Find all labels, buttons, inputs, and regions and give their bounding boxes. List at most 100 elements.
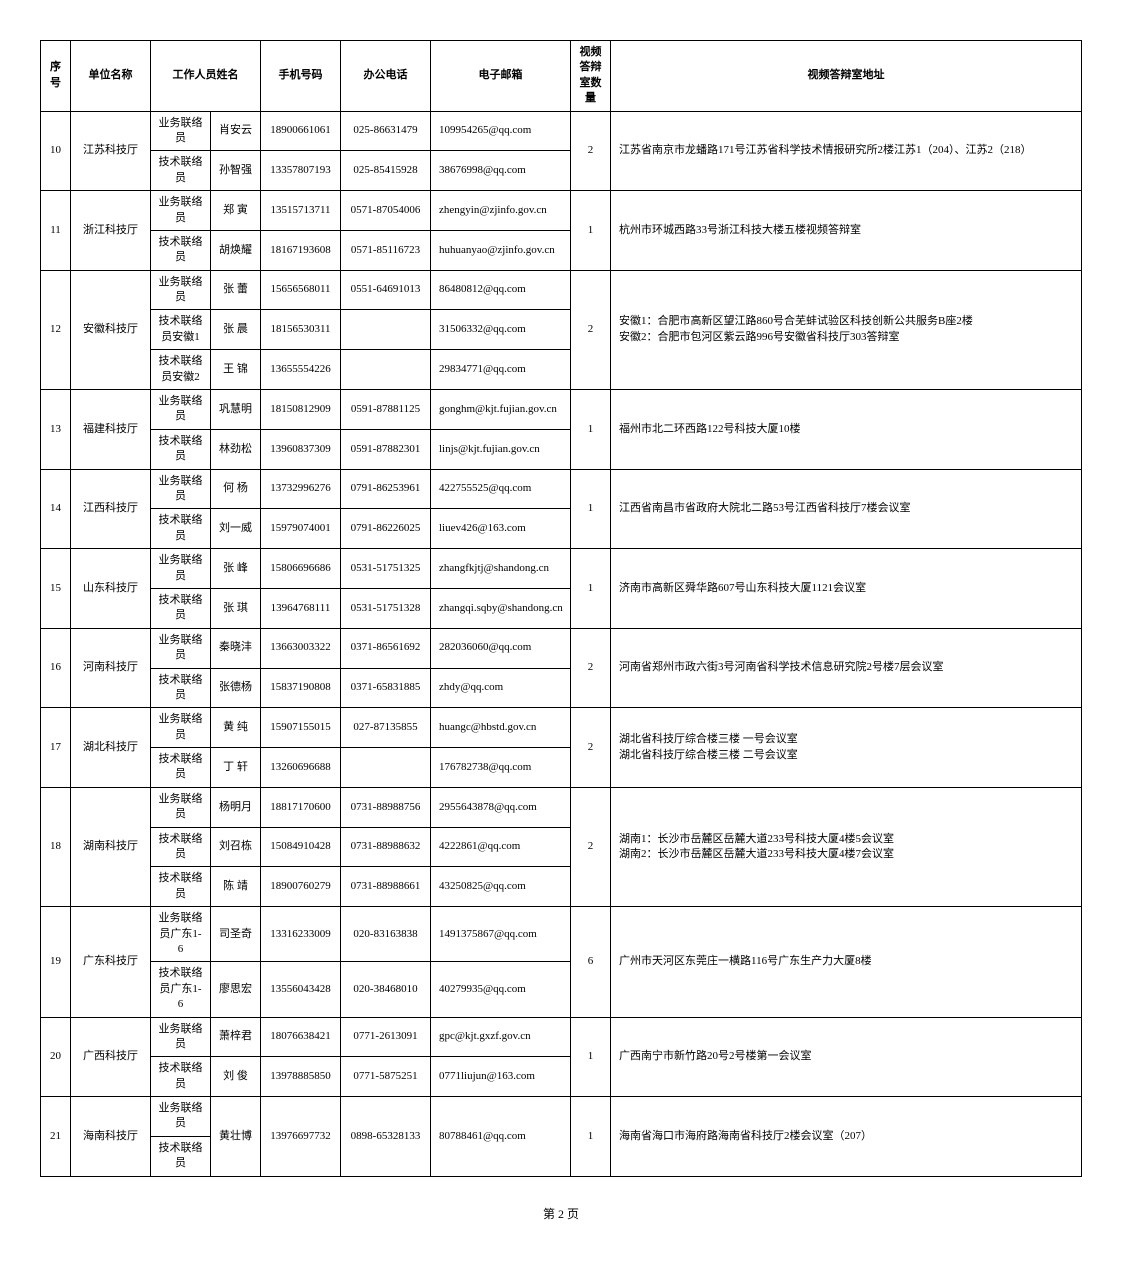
email-cell: 4222861@qq.com [431,827,571,867]
unit-cell: 湖南科技厅 [71,787,151,906]
addr-cell: 湖南1：长沙市岳麓区岳麓大道233号科技大厦4楼5会议室湖南2：长沙市岳麓区岳麓… [611,787,1082,906]
phone-cell: 13663003322 [261,628,341,668]
count-cell: 2 [571,787,611,906]
tel-cell: 0791-86226025 [341,509,431,549]
role-cell: 业务联络员 [151,708,211,748]
role-cell: 技术联络员 [151,1136,211,1176]
addr-cell: 广西南宁市新竹路20号2号楼第一会议室 [611,1017,1082,1097]
phone-cell: 13732996276 [261,469,341,509]
unit-cell: 湖北科技厅 [71,708,151,788]
name-cell: 刘一威 [211,509,261,549]
role-cell: 业务联络员 [151,787,211,827]
phone-cell: 18150812909 [261,390,341,430]
role-cell: 业务联络员 [151,270,211,310]
role-cell: 技术联络员 [151,588,211,628]
role-cell: 业务联络员 [151,390,211,430]
phone-cell: 13964768111 [261,588,341,628]
addr-cell: 杭州市环城西路33号浙江科技大楼五楼视频答辩室 [611,191,1082,271]
count-cell: 2 [571,270,611,389]
seq-cell: 10 [41,111,71,191]
table-row: 13福建科技厅业务联络员巩慧明181508129090591-87881125g… [41,390,1082,430]
role-cell: 技术联络员 [151,429,211,469]
unit-cell: 江苏科技厅 [71,111,151,191]
phone-cell: 15806696686 [261,549,341,589]
email-cell: liuev426@163.com [431,509,571,549]
addr-cell: 河南省郑州市政六街3号河南省科学技术信息研究院2号楼7层会议室 [611,628,1082,708]
addr-cell: 广州市天河区东莞庄一横路116号广东生产力大厦8楼 [611,907,1082,1017]
seq-cell: 20 [41,1017,71,1097]
name-cell: 张 蕾 [211,270,261,310]
role-cell: 技术联络员 [151,151,211,191]
tel-cell: 0551-64691013 [341,270,431,310]
tel-cell: 0571-87054006 [341,191,431,231]
role-cell: 技术联络员广东1-6 [151,962,211,1017]
name-cell: 黄 纯 [211,708,261,748]
phone-cell: 13976697732 [261,1097,341,1177]
count-cell: 2 [571,628,611,708]
tel-cell: 0591-87881125 [341,390,431,430]
seq-cell: 15 [41,549,71,629]
phone-cell: 15084910428 [261,827,341,867]
count-cell: 1 [571,1017,611,1097]
tel-cell [341,748,431,788]
name-cell: 刘召栋 [211,827,261,867]
email-cell: linjs@kjt.fujian.gov.cn [431,429,571,469]
name-cell: 林劲松 [211,429,261,469]
tel-cell: 025-86631479 [341,111,431,151]
name-cell: 陈 靖 [211,867,261,907]
unit-cell: 江西科技厅 [71,469,151,549]
tel-cell: 020-38468010 [341,962,431,1017]
tel-cell [341,310,431,350]
role-cell: 技术联络员 [151,867,211,907]
name-cell: 司圣奇 [211,907,261,962]
email-cell: gpc@kjt.gxzf.gov.cn [431,1017,571,1057]
name-cell: 张 峰 [211,549,261,589]
unit-cell: 河南科技厅 [71,628,151,708]
seq-cell: 16 [41,628,71,708]
seq-cell: 21 [41,1097,71,1177]
name-cell: 黄壮博 [211,1097,261,1177]
tel-cell: 0771-5875251 [341,1057,431,1097]
phone-cell: 13357807193 [261,151,341,191]
addr-cell: 湖北省科技厅综合楼三楼 一号会议室湖北省科技厅综合楼三楼 二号会议室 [611,708,1082,788]
email-cell: 43250825@qq.com [431,867,571,907]
email-cell: 80788461@qq.com [431,1097,571,1177]
tel-cell: 0731-88988661 [341,867,431,907]
phone-cell: 15979074001 [261,509,341,549]
th-email: 电子邮箱 [431,41,571,112]
th-staff: 工作人员姓名 [151,41,261,112]
email-cell: 31506332@qq.com [431,310,571,350]
phone-cell: 18156530311 [261,310,341,350]
seq-cell: 11 [41,191,71,271]
unit-cell: 安徽科技厅 [71,270,151,389]
count-cell: 2 [571,111,611,191]
role-cell: 业务联络员 [151,469,211,509]
role-cell: 技术联络员 [151,230,211,270]
th-phone: 手机号码 [261,41,341,112]
name-cell: 张德杨 [211,668,261,708]
unit-cell: 广西科技厅 [71,1017,151,1097]
email-cell: huhuanyao@zjinfo.gov.cn [431,230,571,270]
table-row: 10江苏科技厅业务联络员肖安云18900661061025-8663147910… [41,111,1082,151]
role-cell: 业务联络员 [151,628,211,668]
name-cell: 郑 寅 [211,191,261,231]
name-cell: 何 杨 [211,469,261,509]
role-cell: 技术联络员 [151,509,211,549]
role-cell: 技术联络员 [151,668,211,708]
tel-cell: 027-87135855 [341,708,431,748]
count-cell: 1 [571,549,611,629]
phone-cell: 13556043428 [261,962,341,1017]
tel-cell: 0771-2613091 [341,1017,431,1057]
tel-cell: 0591-87882301 [341,429,431,469]
email-cell: 2955643878@qq.com [431,787,571,827]
role-cell: 技术联络员 [151,748,211,788]
email-cell: zhdy@qq.com [431,668,571,708]
phone-cell: 15837190808 [261,668,341,708]
email-cell: gonghm@kjt.fujian.gov.cn [431,390,571,430]
email-cell: 29834771@qq.com [431,350,571,390]
name-cell: 肖安云 [211,111,261,151]
email-cell: zhangfkjtj@shandong.cn [431,549,571,589]
name-cell: 胡焕耀 [211,230,261,270]
seq-cell: 17 [41,708,71,788]
name-cell: 萧梓君 [211,1017,261,1057]
